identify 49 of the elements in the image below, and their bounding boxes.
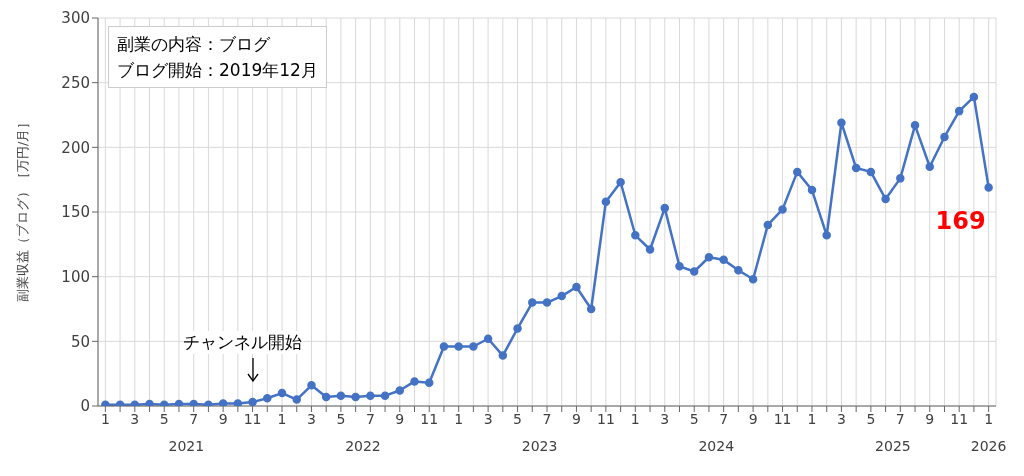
y-tick-label: 250 [61,73,90,92]
x-tick-label: 11 [596,410,615,427]
x-tick-label: 5 [336,410,346,427]
text: 2023 [520,438,559,454]
x-tick-label: 3 [130,410,140,427]
x-tick-label: 3 [483,410,493,427]
text: 2026 [969,438,1008,454]
x-tick-label: 9 [395,410,405,427]
x-tick-label: 1 [984,410,994,427]
x-tick-label: 7 [365,410,375,427]
y-tick-label: 200 [61,138,90,157]
x-tick-label: 7 [189,410,199,427]
annotation: チャンネル開始 [182,331,303,354]
y-tick-label: 100 [61,267,90,286]
x-tick-label: 1 [807,410,817,427]
x-tick-label: 1 [100,410,110,427]
y-tick-label: 50 [70,332,90,351]
x-tick-label: 9 [925,410,935,427]
x-tick-label: 5 [159,410,169,427]
y-tick-label: 0 [80,397,90,416]
x-tick-label: 11 [420,410,439,427]
text: 2022 [344,438,382,454]
text: 2021 [167,438,206,454]
x-tick-label: 1 [277,410,287,427]
text: 2024 [697,438,736,454]
x-tick-label: 11 [773,410,792,427]
x-tick-label: 11 [950,410,969,427]
y-tick-label: 150 [61,203,90,222]
x-tick-label: 3 [660,410,670,427]
x-tick-label: 7 [895,410,905,427]
x-tick-label: 7 [542,410,552,427]
x-tick-label: 3 [836,410,846,427]
x-tick-label: 1 [454,410,464,427]
x-tick-label: 5 [689,410,699,427]
x-tick-label: 9 [218,410,228,427]
x-tick-label: 9 [748,410,758,427]
data-label: 169 [935,207,986,236]
annotation: 副業の内容：ブログ [117,33,271,56]
x-tick-label: 3 [307,410,316,427]
x-tick-label: 9 [571,410,581,427]
text: 2025 [874,438,912,454]
y-tick-label: 300 [61,9,90,28]
x-tick-label: 1 [630,410,640,427]
y-axis-title: 副業収益（ブログ）［万円/月］ [14,115,30,302]
x-tick-label: 7 [719,410,729,427]
annotation: ブログ開始：2019年12月 [117,59,318,82]
x-tick-label: 11 [243,410,262,427]
x-tick-label: 5 [513,410,523,427]
x-tick-label: 5 [866,410,876,427]
